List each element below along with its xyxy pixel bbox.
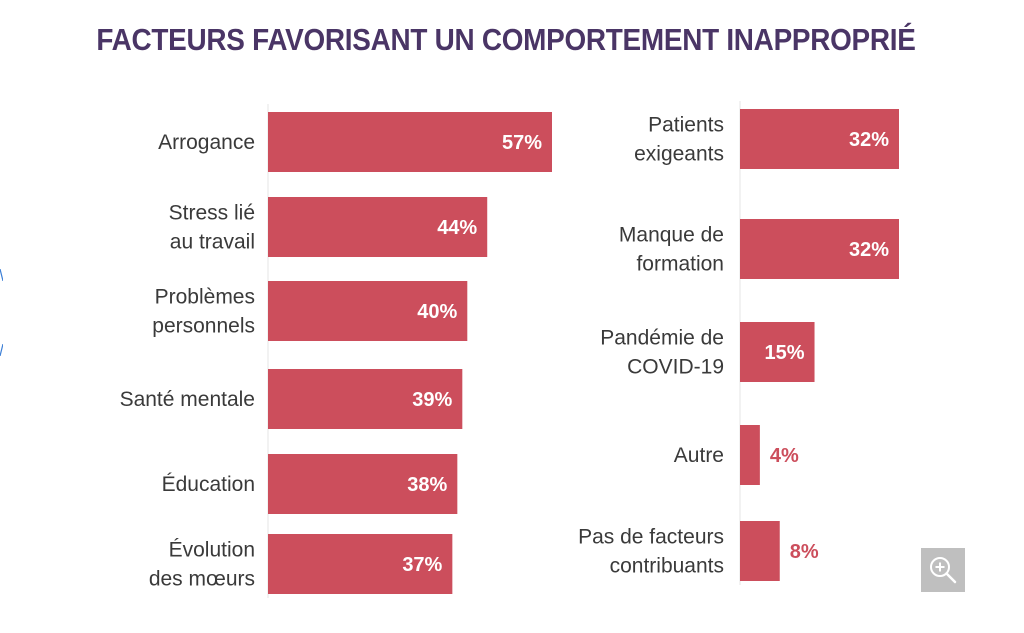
category-label: exigeants: [634, 143, 724, 166]
category-label: formation: [636, 253, 724, 276]
value-label: 40%: [417, 301, 457, 323]
edge-mark: [0, 343, 4, 357]
category-label: Santé mentale: [120, 388, 255, 411]
edge-mark: [0, 268, 4, 282]
bar: [268, 112, 552, 172]
category-label: au travail: [170, 231, 255, 254]
bar: [740, 109, 899, 169]
category-label: Pas de facteurs: [578, 526, 724, 549]
category-label: Pandémie de: [600, 327, 724, 350]
bar: [740, 425, 760, 485]
category-label: Patients: [648, 114, 724, 137]
zoom-in-icon: [930, 557, 957, 584]
bar: [268, 454, 458, 514]
category-label: Manque de: [619, 224, 724, 247]
value-label: 32%: [849, 129, 889, 151]
value-label: 38%: [407, 474, 447, 496]
bar: [740, 521, 780, 581]
category-label: COVID-19: [627, 356, 724, 379]
value-label: 4%: [770, 445, 799, 467]
value-label: 8%: [790, 541, 819, 563]
value-label: 37%: [402, 554, 442, 576]
value-label: 39%: [412, 389, 452, 411]
value-label: 57%: [502, 132, 542, 154]
category-label: contribuants: [610, 555, 724, 578]
category-label: Arrogance: [158, 131, 255, 154]
category-label: personnels: [152, 315, 255, 338]
bar: [740, 219, 899, 279]
chart-title: FACTEURS FAVORISANT UN COMPORTEMENT INAP…: [96, 22, 916, 57]
category-label: Évolution: [169, 539, 255, 562]
bar: [268, 369, 463, 429]
category-label: Éducation: [162, 473, 255, 496]
bar: [268, 197, 488, 257]
category-label: Stress lié: [169, 202, 255, 225]
category-label: Autre: [674, 444, 724, 467]
bar: [740, 322, 815, 382]
category-label: Problèmes: [155, 286, 255, 309]
value-label: 32%: [849, 239, 889, 261]
bar: [268, 534, 453, 594]
bar: [268, 281, 468, 341]
value-label: 15%: [765, 342, 805, 364]
zoom-button[interactable]: [921, 548, 965, 592]
value-label: 44%: [437, 217, 477, 239]
category-label: des mœurs: [149, 568, 255, 591]
